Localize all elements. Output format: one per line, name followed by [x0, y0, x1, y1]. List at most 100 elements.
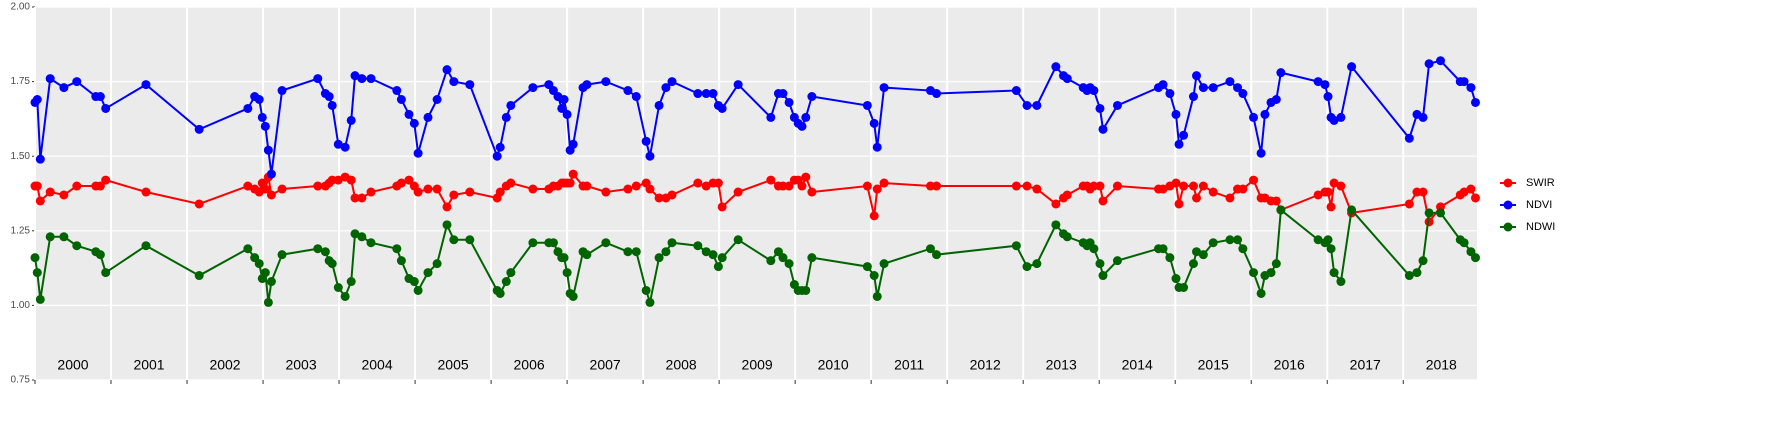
data-point: [645, 184, 655, 194]
data-point: [257, 112, 267, 122]
data-point: [1225, 77, 1235, 87]
data-point: [1158, 80, 1168, 90]
data-point: [45, 187, 55, 197]
data-point: [1424, 59, 1434, 69]
data-point: [396, 95, 406, 105]
data-point: [528, 238, 538, 248]
data-point: [423, 112, 433, 122]
data-point: [1470, 97, 1480, 107]
legend-label: SWIR: [1526, 177, 1555, 189]
data-point: [733, 80, 743, 90]
data-point: [95, 181, 105, 191]
data-point: [1347, 62, 1357, 72]
data-point: [1256, 148, 1266, 158]
data-point: [1436, 56, 1446, 66]
data-point: [1174, 139, 1184, 149]
data-point: [1266, 268, 1276, 278]
data-point: [95, 250, 105, 260]
data-point: [266, 277, 276, 287]
data-point: [701, 247, 711, 257]
data-point: [1179, 130, 1189, 140]
data-point: [346, 175, 356, 185]
data-point: [1238, 244, 1248, 254]
data-point: [101, 268, 111, 278]
data-point: [713, 262, 723, 272]
data-point: [357, 232, 367, 242]
year-label: 2013: [1046, 357, 1077, 373]
data-point: [1188, 259, 1198, 269]
data-point: [565, 178, 575, 188]
data-point: [1249, 112, 1259, 122]
year-label: 2012: [970, 357, 1001, 373]
year-label: 2016: [1274, 357, 1305, 373]
data-point: [733, 235, 743, 245]
data-point: [260, 268, 270, 278]
data-point: [1089, 86, 1099, 96]
data-point: [1208, 238, 1218, 248]
data-point: [32, 95, 42, 105]
data-point: [557, 103, 567, 113]
data-point: [350, 229, 360, 239]
data-point: [72, 241, 82, 251]
data-point: [1404, 271, 1414, 281]
data-point: [862, 100, 872, 110]
data-point: [1179, 282, 1189, 292]
data-point: [357, 193, 367, 203]
data-point: [708, 250, 718, 260]
y-tick-label: 1.25: [11, 225, 31, 236]
data-point: [30, 253, 40, 263]
data-point: [568, 291, 578, 301]
year-label: 2004: [361, 357, 392, 373]
data-point: [784, 259, 794, 269]
data-point: [801, 172, 811, 182]
data-point: [313, 74, 323, 84]
data-point: [862, 262, 872, 272]
data-point: [701, 181, 711, 191]
data-point: [1436, 208, 1446, 218]
data-point: [465, 80, 475, 90]
data-point: [1098, 196, 1108, 206]
data-point: [645, 297, 655, 307]
data-point: [404, 109, 414, 119]
data-point: [562, 109, 572, 119]
data-point: [1249, 175, 1259, 185]
data-point: [1466, 83, 1476, 93]
data-point: [243, 103, 253, 113]
year-label: 2008: [666, 357, 697, 373]
data-point: [562, 268, 572, 278]
data-point: [324, 92, 334, 102]
data-point: [1404, 199, 1414, 209]
data-point: [45, 74, 55, 84]
data-point: [506, 100, 516, 110]
data-point: [784, 181, 794, 191]
data-point: [1326, 244, 1336, 254]
data-point: [413, 148, 423, 158]
data-point: [1233, 235, 1243, 245]
data-point: [141, 80, 151, 90]
data-point: [442, 220, 452, 230]
data-point: [1336, 181, 1346, 191]
data-point: [1418, 256, 1428, 266]
data-point: [423, 268, 433, 278]
data-point: [801, 285, 811, 295]
data-point: [1323, 235, 1333, 245]
data-point: [260, 121, 270, 131]
data-point: [1271, 196, 1281, 206]
data-point: [1249, 268, 1259, 278]
data-point: [243, 244, 253, 254]
data-point: [277, 184, 287, 194]
data-point: [392, 86, 402, 96]
data-point: [320, 247, 330, 257]
data-point: [260, 184, 270, 194]
data-point: [1171, 274, 1181, 284]
y-tick-label: 1.75: [11, 76, 31, 87]
data-point: [1112, 256, 1122, 266]
data-point: [797, 121, 807, 131]
data-point: [766, 256, 776, 266]
data-point: [194, 199, 204, 209]
data-point: [548, 238, 558, 248]
data-point: [879, 83, 889, 93]
data-point: [807, 253, 817, 263]
data-point: [141, 187, 151, 197]
year-label: 2003: [285, 357, 316, 373]
